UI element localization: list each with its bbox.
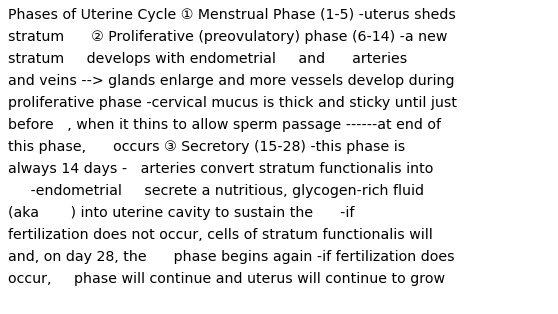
Text: stratum     develops with endometrial     and      arteries: stratum develops with endometrial and ar… [8,52,407,66]
Text: and veins --> glands enlarge and more vessels develop during: and veins --> glands enlarge and more ve… [8,74,455,88]
Text: fertilization does not occur, cells of stratum functionalis will: fertilization does not occur, cells of s… [8,228,451,242]
Text: Phases of Uterine Cycle ① Menstrual Phase (1-5) -uterus sheds: Phases of Uterine Cycle ① Menstrual Phas… [8,8,456,22]
Text: and, on day 28, the      phase begins again -if fertilization does: and, on day 28, the phase begins again -… [8,250,455,264]
Text: occur,     phase will continue and uterus will continue to grow: occur, phase will continue and uterus wi… [8,272,445,286]
Text: -endometrial     secrete a nutritious, glycogen-rich fluid: -endometrial secrete a nutritious, glyco… [8,184,424,198]
Text: (aka       ) into uterine cavity to sustain the      -if: (aka ) into uterine cavity to sustain th… [8,206,354,220]
Text: proliferative phase -cervical mucus is thick and sticky until just: proliferative phase -cervical mucus is t… [8,96,457,110]
Text: this phase,      occurs ③ Secretory (15-28) -this phase is: this phase, occurs ③ Secretory (15-28) -… [8,140,405,154]
Text: always 14 days -   arteries convert stratum functionalis into: always 14 days - arteries convert stratu… [8,162,442,176]
Text: stratum      ② Proliferative (preovulatory) phase (6-14) -a new: stratum ② Proliferative (preovulatory) p… [8,30,448,44]
Text: before   , when it thins to allow sperm passage ------at end of: before , when it thins to allow sperm pa… [8,118,441,132]
